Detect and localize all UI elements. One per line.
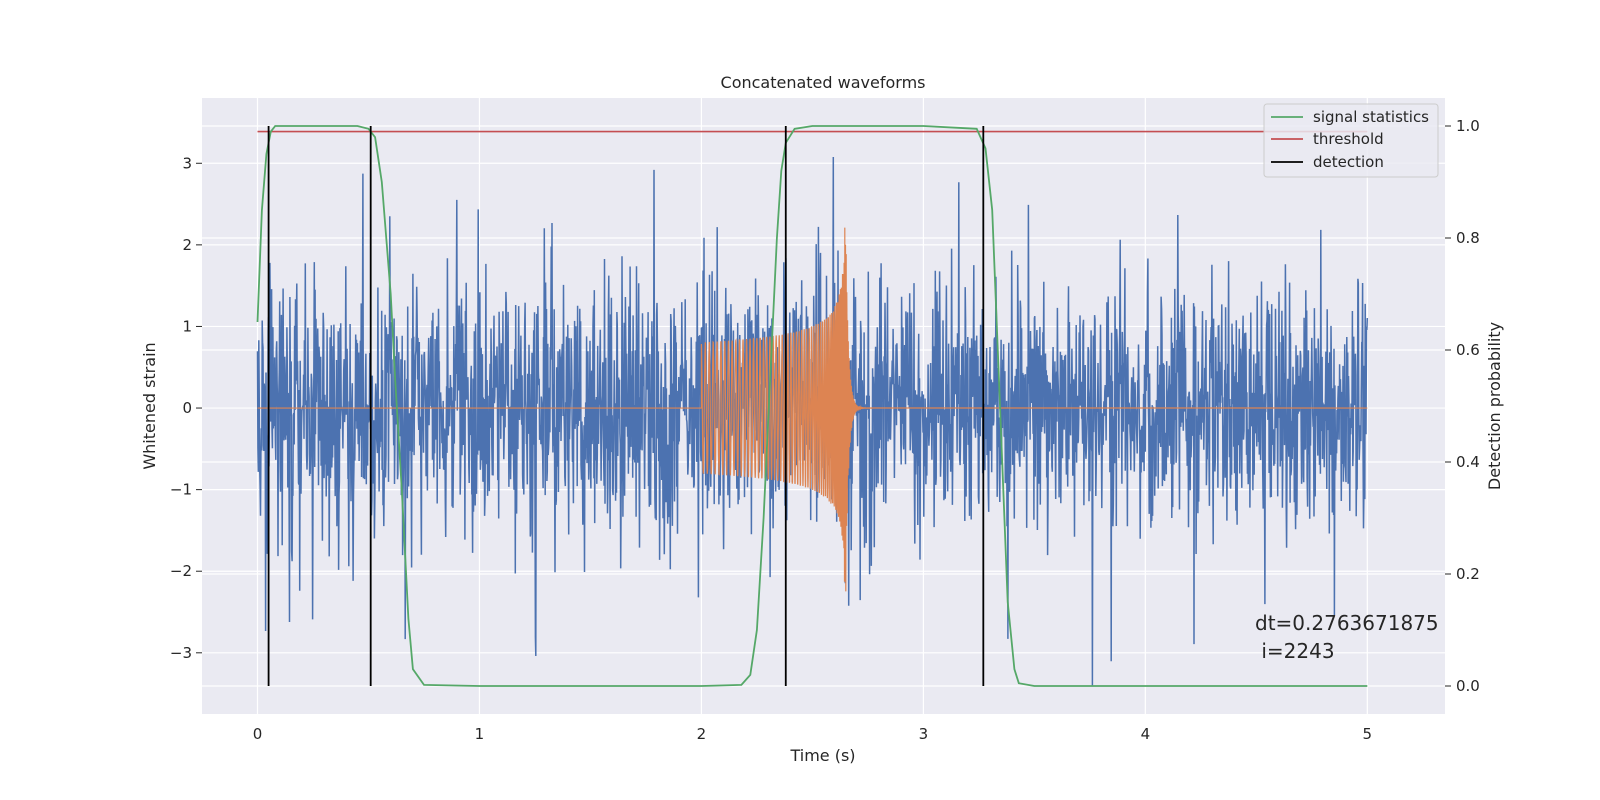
y-tick-label-left: −1 [170, 481, 192, 499]
legend-label-threshold: threshold [1313, 130, 1384, 148]
y-tick-label-right: 0.8 [1456, 229, 1480, 247]
y-tick-label-right: 1.0 [1456, 117, 1480, 135]
y-tick-label-left: −2 [170, 562, 192, 580]
annotation-dt: dt=0.2763671875 [1255, 611, 1439, 635]
y-tick-label-left: 0 [182, 399, 192, 417]
y-tick-label-right: 0.4 [1456, 453, 1480, 471]
y-tick-label-right: 0.6 [1456, 341, 1480, 359]
chart-title: Concatenated waveforms [721, 73, 926, 92]
x-axis-label: Time (s) [789, 746, 855, 765]
y-axis-label-right: Detection probability [1485, 322, 1504, 490]
x-tick-label: 4 [1141, 725, 1151, 743]
x-tick-label: 3 [919, 725, 929, 743]
x-tick-label: 1 [475, 725, 485, 743]
x-tick-label: 2 [697, 725, 707, 743]
ticks: 0 1 2 3 4 5 −3 −2 −1 0 1 2 3 0.0 0.2 0.4 0.6 0.8 1.0 [170, 117, 1480, 743]
annotation-i: i=2243 [1255, 639, 1335, 663]
y-axis-label-left: Whitened strain [140, 342, 159, 469]
y-tick-label-left: 1 [182, 317, 192, 335]
y-tick-label-left: 2 [182, 236, 192, 254]
x-tick-label: 0 [253, 725, 263, 743]
y-tick-label-left: −3 [170, 644, 192, 662]
x-tick-label: 5 [1363, 725, 1373, 743]
y-tick-label-left: 3 [182, 154, 192, 172]
legend-label-detection: detection [1313, 153, 1384, 171]
y-tick-label-right: 0.0 [1456, 677, 1480, 695]
legend: signal statistics threshold detection [1263, 103, 1439, 178]
legend-box [1263, 103, 1439, 178]
legend-label-signal-statistics: signal statistics [1313, 108, 1429, 126]
series-injected-chirp [257, 227, 1368, 592]
series-signal-statistics [256, 125, 1368, 687]
plot-series [256, 125, 1369, 687]
y-tick-label-right: 0.2 [1456, 565, 1480, 583]
